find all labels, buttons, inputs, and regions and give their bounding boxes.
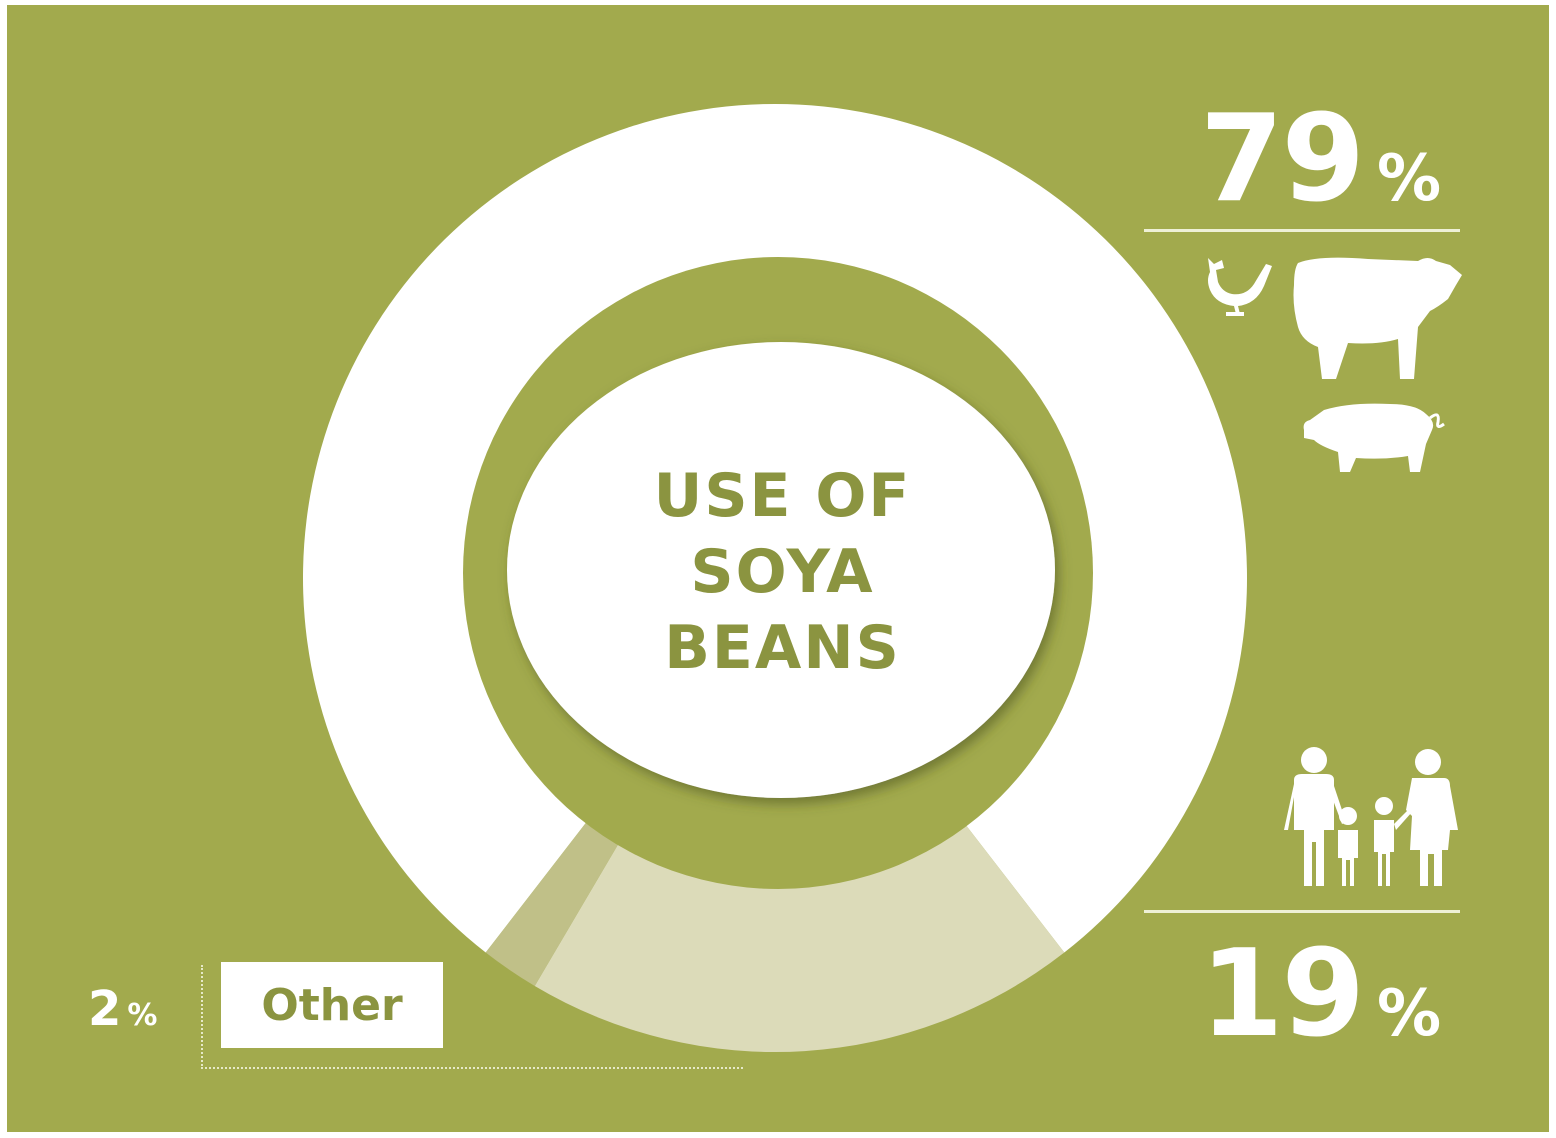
chicken-icon: [1208, 258, 1272, 316]
food-percentage-sign: %: [1377, 977, 1442, 1051]
other-percentage-sign: %: [127, 998, 158, 1033]
title-line-2: SOYA: [690, 537, 875, 607]
food-percentage: 19%: [1200, 935, 1441, 1055]
cow-icon: [1293, 257, 1462, 379]
other-percentage: 2%: [88, 985, 157, 1033]
feed-percentage: 79%: [1200, 100, 1441, 220]
feed-percentage-sign: %: [1377, 142, 1442, 216]
title-line-3: BEANS: [664, 613, 901, 683]
other-percentage-number: 2: [88, 981, 122, 1037]
feed-percentage-number: 79: [1200, 90, 1365, 229]
food-divider: [1144, 910, 1460, 913]
food-percentage-number: 19: [1200, 925, 1365, 1064]
family-icon: [1284, 747, 1458, 886]
other-label-box: Other: [221, 962, 443, 1048]
pig-icon: [1303, 403, 1445, 472]
title-line-1: USE OF: [653, 461, 912, 531]
other-leader-horizontal: [201, 1067, 743, 1069]
center-disc: [507, 342, 1055, 798]
other-leader-vertical: [201, 965, 203, 1069]
chart-title: USE OF SOYA BEANS: [505, 458, 1060, 686]
other-label: Other: [261, 979, 403, 1031]
feed-divider: [1144, 229, 1460, 232]
